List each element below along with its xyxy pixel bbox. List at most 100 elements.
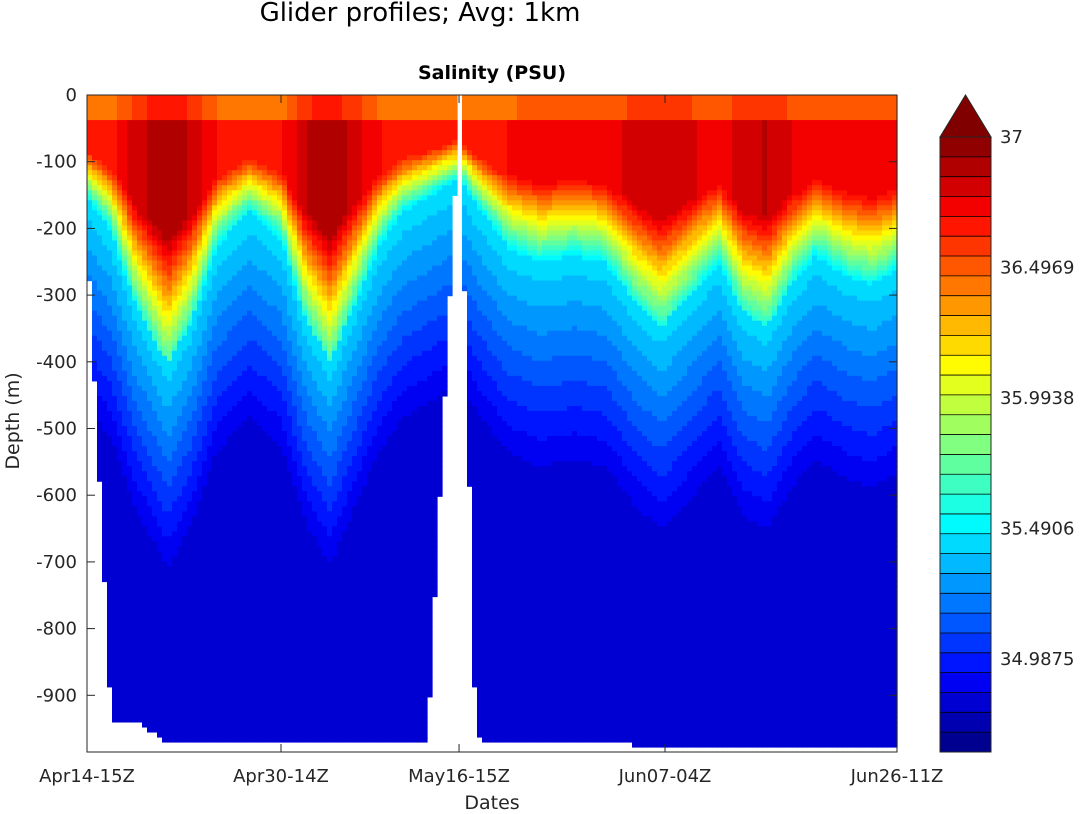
heatmap-cell	[157, 115, 163, 121]
heatmap-cell	[117, 446, 123, 452]
heatmap-cell	[287, 296, 293, 302]
heatmap-cell	[107, 371, 113, 377]
heatmap-cell	[192, 697, 198, 703]
heatmap-cell	[247, 597, 253, 603]
heatmap-cell	[227, 531, 233, 537]
heatmap-cell	[242, 311, 248, 317]
heatmap-cell	[167, 436, 173, 442]
heatmap-cell	[137, 250, 143, 256]
heatmap-cell	[157, 386, 163, 392]
heatmap-cell	[202, 411, 208, 417]
heatmap-cell	[212, 677, 218, 683]
heatmap-cell	[137, 521, 143, 527]
heatmap-cell	[267, 546, 273, 552]
heatmap-cell	[247, 331, 253, 337]
heatmap-cell	[182, 682, 188, 688]
heatmap-cell	[167, 291, 173, 297]
heatmap-cell	[177, 541, 183, 547]
heatmap-cell	[152, 110, 158, 116]
heatmap-cell	[142, 677, 148, 683]
heatmap-cell	[167, 602, 173, 608]
heatmap-cell	[287, 687, 293, 693]
heatmap-cell	[222, 381, 228, 387]
heatmap-cell	[107, 551, 113, 557]
heatmap-cell	[162, 587, 168, 593]
heatmap-cell	[182, 245, 188, 251]
heatmap-cell	[232, 165, 238, 171]
heatmap-cell	[107, 120, 113, 126]
heatmap-cell	[147, 622, 153, 628]
heatmap-cell	[212, 175, 218, 181]
heatmap-cell	[287, 612, 293, 618]
heatmap-cell	[177, 561, 183, 567]
heatmap-cell	[177, 291, 183, 297]
heatmap-cell	[182, 391, 188, 397]
heatmap-cell	[232, 426, 238, 432]
heatmap-cell	[282, 531, 288, 537]
heatmap-cell	[287, 647, 293, 653]
heatmap-cell	[127, 491, 133, 497]
heatmap-cell	[217, 516, 223, 522]
heatmap-cell	[182, 361, 188, 367]
heatmap-cell	[227, 521, 233, 527]
heatmap-cell	[187, 195, 193, 201]
heatmap-cell	[262, 210, 268, 216]
heatmap-cell	[262, 105, 268, 111]
heatmap-cell	[132, 712, 138, 718]
heatmap-cell	[277, 692, 283, 698]
heatmap-cell	[232, 617, 238, 623]
heatmap-cell	[167, 667, 173, 673]
heatmap-cell	[147, 692, 153, 698]
heatmap-cell	[252, 446, 258, 452]
heatmap-cell	[157, 526, 163, 532]
heatmap-cell	[267, 471, 273, 477]
heatmap-cell	[127, 411, 133, 417]
heatmap-cell	[182, 381, 188, 387]
heatmap-cell	[172, 95, 178, 101]
heatmap-cell	[242, 220, 248, 226]
heatmap-cell	[232, 531, 238, 537]
heatmap-cell	[162, 220, 168, 226]
heatmap-cell	[197, 416, 203, 422]
heatmap-cell	[272, 316, 278, 322]
heatmap-cell	[212, 551, 218, 557]
heatmap-cell	[267, 296, 273, 302]
heatmap-cell	[257, 687, 263, 693]
heatmap-cell	[262, 250, 268, 256]
heatmap-cell	[132, 266, 138, 272]
heatmap-cell	[267, 125, 273, 131]
heatmap-cell	[212, 682, 218, 688]
heatmap-cell	[212, 441, 218, 447]
heatmap-cell	[117, 466, 123, 472]
heatmap-cell	[102, 195, 108, 201]
heatmap-cell	[222, 551, 228, 557]
heatmap-cell	[147, 190, 153, 196]
heatmap-cell	[142, 306, 148, 312]
heatmap-cell	[282, 541, 288, 547]
heatmap-cell	[222, 707, 228, 713]
heatmap-cell	[192, 632, 198, 638]
heatmap-cell	[237, 411, 243, 417]
heatmap-cell	[282, 647, 288, 653]
heatmap-cell	[187, 281, 193, 287]
heatmap-cell	[287, 471, 293, 477]
heatmap-cell	[152, 411, 158, 417]
heatmap-cell	[262, 110, 268, 116]
heatmap-cell	[132, 240, 138, 246]
heatmap-cell	[242, 210, 248, 216]
heatmap-cell	[147, 521, 153, 527]
heatmap-cell	[112, 451, 118, 457]
heatmap-cell	[222, 526, 228, 532]
heatmap-cell	[267, 496, 273, 502]
heatmap-cell	[202, 672, 208, 678]
heatmap-cell	[252, 642, 258, 648]
heatmap-cell	[207, 240, 213, 246]
heatmap-cell	[177, 281, 183, 287]
heatmap-cell	[172, 195, 178, 201]
heatmap-cell	[97, 250, 103, 256]
heatmap-cell	[152, 120, 158, 126]
heatmap-cell	[242, 526, 248, 532]
heatmap-cell	[122, 271, 128, 277]
heatmap-cell	[147, 386, 153, 392]
heatmap-cell	[167, 366, 173, 372]
